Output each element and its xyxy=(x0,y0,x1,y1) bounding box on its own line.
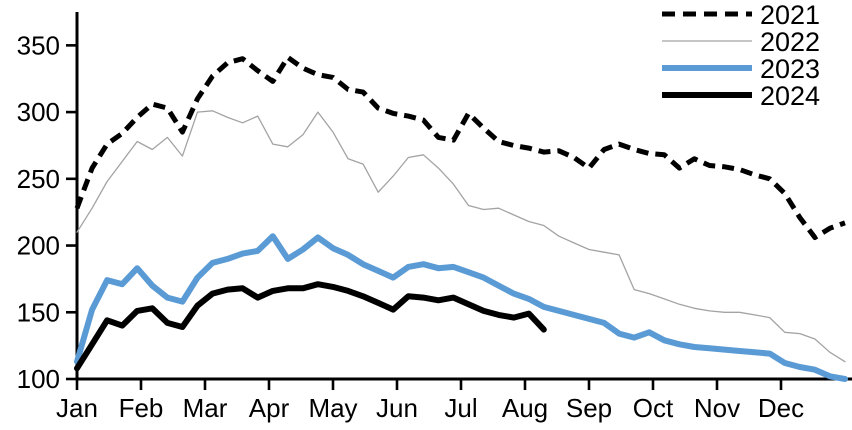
x-axis-tick-label: Sep xyxy=(566,393,612,423)
legend-label: 2021 xyxy=(760,0,820,30)
x-axis-tick-label: Oct xyxy=(633,393,674,423)
x-axis-tick-label: Aug xyxy=(502,393,548,423)
y-axis-tick-label: 150 xyxy=(17,297,60,327)
x-axis-tick-label: Jul xyxy=(444,393,477,423)
legend-label: 2024 xyxy=(760,81,820,111)
legend-entry-2021: 2021 xyxy=(662,0,820,30)
legend-entry-2024: 2024 xyxy=(662,81,820,111)
y-axis-tick-label: 250 xyxy=(17,164,60,194)
y-axis-tick-label: 200 xyxy=(17,231,60,261)
x-axis-tick-label: Feb xyxy=(119,393,164,423)
legend-label: 2022 xyxy=(760,27,820,57)
y-axis-tick-label: 350 xyxy=(17,30,60,60)
y-axis-tick-label: 100 xyxy=(17,364,60,394)
legend-label: 2023 xyxy=(760,54,820,84)
legend-entry-2023: 2023 xyxy=(662,54,820,84)
x-axis-tick-label: May xyxy=(308,393,357,423)
x-axis-tick-label: Jan xyxy=(56,393,98,423)
x-axis-tick-label: Mar xyxy=(183,393,228,423)
y-axis-tick-label: 300 xyxy=(17,97,60,127)
series-line-2022 xyxy=(76,110,846,363)
x-axis-tick-label: Dec xyxy=(758,393,804,423)
x-axis-tick-label: Nov xyxy=(694,393,740,423)
series-line-2021 xyxy=(74,54,846,240)
series-line-2024 xyxy=(74,281,547,372)
legend-entry-2022: 2022 xyxy=(662,27,820,57)
x-axis-tick-label: Jun xyxy=(376,393,418,423)
x-axis-tick-label: Apr xyxy=(249,393,290,423)
series-line-2023 xyxy=(74,233,848,382)
